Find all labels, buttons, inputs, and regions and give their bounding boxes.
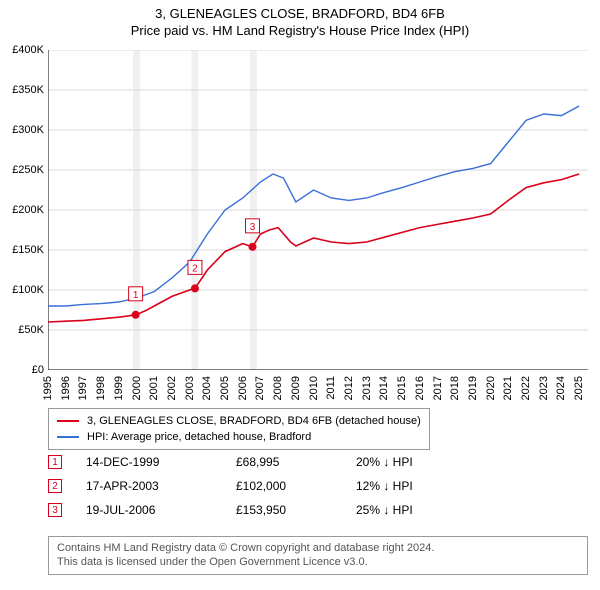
chart-container: 3, GLENEAGLES CLOSE, BRADFORD, BD4 6FB P…: [0, 0, 600, 590]
x-tick-label: 1997: [77, 376, 89, 400]
sale-date: 19-JUL-2006: [86, 503, 236, 517]
x-tick-label: 2009: [290, 376, 302, 400]
x-tick-label: 2018: [449, 376, 461, 400]
y-tick-label: £0: [0, 364, 44, 376]
sale-marker-icon: 2: [48, 479, 62, 493]
svg-text:3: 3: [250, 222, 256, 233]
legend-item-price-paid: 3, GLENEAGLES CLOSE, BRADFORD, BD4 6FB (…: [57, 413, 421, 429]
sale-price: £102,000: [236, 479, 356, 493]
x-tick-label: 2013: [361, 376, 373, 400]
x-tick-label: 2001: [148, 376, 160, 400]
x-tick-label: 2023: [538, 376, 550, 400]
x-tick-label: 2019: [467, 376, 479, 400]
sale-marker-icon: 1: [48, 455, 62, 469]
x-tick-label: 2021: [502, 376, 514, 400]
x-tick-label: 2004: [201, 376, 213, 400]
legend-label-price-paid: 3, GLENEAGLES CLOSE, BRADFORD, BD4 6FB (…: [87, 415, 421, 427]
sale-date: 17-APR-2003: [86, 479, 236, 493]
x-tick-label: 1995: [42, 376, 54, 400]
title-address: 3, GLENEAGLES CLOSE, BRADFORD, BD4 6FB: [0, 6, 600, 21]
sale-diff: 25% ↓ HPI: [356, 503, 476, 517]
line-chart: 1 2 3: [48, 50, 588, 370]
svg-text:1: 1: [133, 290, 139, 301]
x-tick-label: 2008: [272, 376, 284, 400]
y-tick-label: £400K: [0, 44, 44, 56]
x-tick-label: 1996: [60, 376, 72, 400]
x-tick-label: 2005: [219, 376, 231, 400]
x-tick-label: 2012: [343, 376, 355, 400]
sales-table: 1 14-DEC-1999 £68,995 20% ↓ HPI 2 17-APR…: [48, 450, 476, 522]
footer-line1: Contains HM Land Registry data © Crown c…: [57, 541, 579, 555]
x-tick-label: 2014: [378, 376, 390, 400]
x-tick-label: 2003: [184, 376, 196, 400]
x-tick-label: 2016: [414, 376, 426, 400]
title-block: 3, GLENEAGLES CLOSE, BRADFORD, BD4 6FB P…: [0, 0, 600, 40]
x-tick-label: 2017: [432, 376, 444, 400]
sale-date: 14-DEC-1999: [86, 455, 236, 469]
x-tick-label: 2025: [573, 376, 585, 400]
sale-price: £68,995: [236, 455, 356, 469]
svg-text:2: 2: [192, 263, 198, 274]
x-tick-label: 2015: [396, 376, 408, 400]
x-tick-label: 2002: [166, 376, 178, 400]
y-tick-label: £250K: [0, 164, 44, 176]
x-tick-label: 2006: [237, 376, 249, 400]
sale-diff: 20% ↓ HPI: [356, 455, 476, 469]
x-tick-label: 2010: [308, 376, 320, 400]
sale-row: 3 19-JUL-2006 £153,950 25% ↓ HPI: [48, 498, 476, 522]
y-tick-label: £150K: [0, 244, 44, 256]
legend-swatch-price-paid: [57, 420, 79, 422]
legend-label-hpi: HPI: Average price, detached house, Brad…: [87, 431, 311, 443]
y-tick-label: £100K: [0, 284, 44, 296]
x-tick-label: 1998: [95, 376, 107, 400]
sale-row: 2 17-APR-2003 £102,000 12% ↓ HPI: [48, 474, 476, 498]
y-tick-label: £300K: [0, 124, 44, 136]
x-tick-label: 2000: [131, 376, 143, 400]
x-tick-label: 1999: [113, 376, 125, 400]
sale-diff: 12% ↓ HPI: [356, 479, 476, 493]
y-tick-label: £350K: [0, 84, 44, 96]
y-tick-label: £200K: [0, 204, 44, 216]
x-tick-label: 2022: [520, 376, 532, 400]
sale-price: £153,950: [236, 503, 356, 517]
footer-line2: This data is licensed under the Open Gov…: [57, 555, 579, 569]
y-tick-label: £50K: [0, 324, 44, 336]
legend-item-hpi: HPI: Average price, detached house, Brad…: [57, 429, 421, 445]
sale-marker-icon: 3: [48, 503, 62, 517]
x-tick-label: 2011: [325, 376, 337, 400]
legend-swatch-hpi: [57, 436, 79, 438]
x-tick-label: 2020: [485, 376, 497, 400]
legend: 3, GLENEAGLES CLOSE, BRADFORD, BD4 6FB (…: [48, 408, 430, 450]
attribution-footer: Contains HM Land Registry data © Crown c…: [48, 536, 588, 575]
x-tick-label: 2007: [254, 376, 266, 400]
x-tick-label: 2024: [555, 376, 567, 400]
sale-row: 1 14-DEC-1999 £68,995 20% ↓ HPI: [48, 450, 476, 474]
title-subtitle: Price paid vs. HM Land Registry's House …: [0, 23, 600, 38]
